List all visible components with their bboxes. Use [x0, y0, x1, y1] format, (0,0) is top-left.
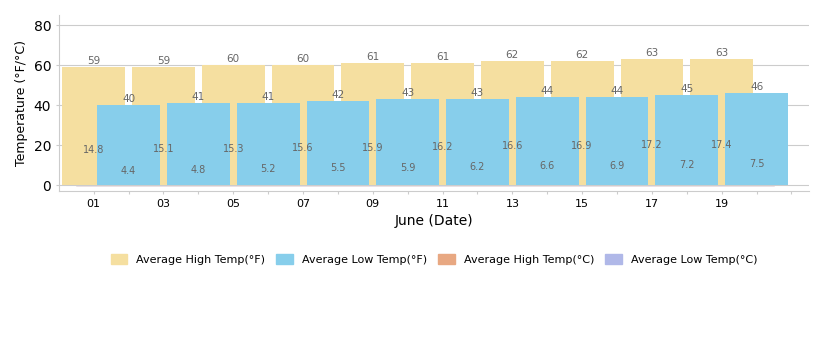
Bar	[202, 65, 265, 185]
Text: 14.8: 14.8	[83, 145, 105, 155]
Text: 43: 43	[471, 88, 484, 98]
Bar	[446, 99, 509, 185]
Text: 4.8: 4.8	[191, 165, 206, 175]
Bar	[306, 101, 369, 185]
Bar	[271, 65, 334, 185]
Text: 16.2: 16.2	[432, 142, 453, 152]
Text: 5.9: 5.9	[400, 163, 415, 173]
Text: 59: 59	[157, 56, 170, 66]
Text: 60: 60	[227, 54, 240, 64]
Bar	[341, 63, 404, 185]
Text: 17.2: 17.2	[641, 140, 662, 150]
Text: 41: 41	[261, 92, 275, 102]
Bar	[586, 97, 648, 185]
Text: 15.3: 15.3	[222, 144, 244, 154]
Text: 5.5: 5.5	[330, 164, 345, 173]
Text: 16.6: 16.6	[501, 141, 523, 151]
Bar	[656, 95, 718, 185]
Text: 62: 62	[505, 50, 519, 60]
Bar	[691, 59, 753, 185]
Bar	[62, 67, 125, 185]
Text: 7.5: 7.5	[749, 160, 764, 169]
Text: 15.9: 15.9	[362, 143, 383, 153]
Text: 44: 44	[610, 86, 623, 96]
Text: 46: 46	[750, 82, 764, 92]
Text: 17.4: 17.4	[711, 140, 732, 150]
Bar	[411, 63, 474, 185]
Bar	[725, 93, 788, 185]
Text: 6.9: 6.9	[609, 161, 625, 171]
Legend: Average High Temp(°F), Average Low Temp(°F), Average High Temp(°C), Average Low : Average High Temp(°F), Average Low Temp(…	[106, 249, 762, 269]
Text: 60: 60	[296, 54, 310, 64]
Y-axis label: Temperature (°F/°C): Temperature (°F/°C)	[15, 40, 28, 166]
Text: 6.2: 6.2	[470, 162, 486, 172]
Text: 40: 40	[122, 94, 135, 104]
Text: 4.4: 4.4	[121, 166, 136, 176]
Text: 42: 42	[331, 90, 344, 100]
Bar	[97, 105, 160, 185]
Text: 43: 43	[401, 88, 414, 98]
Bar	[516, 97, 579, 185]
Bar	[376, 99, 439, 185]
Bar	[481, 61, 544, 185]
Text: 61: 61	[436, 52, 449, 62]
Text: 7.2: 7.2	[679, 160, 695, 170]
Text: 6.6: 6.6	[540, 161, 555, 171]
Text: 61: 61	[366, 52, 379, 62]
Bar	[167, 103, 230, 185]
X-axis label: June (Date): June (Date)	[394, 214, 473, 228]
Text: 63: 63	[715, 48, 728, 58]
Text: 59: 59	[87, 56, 100, 66]
Text: 63: 63	[645, 48, 658, 58]
Text: 15.6: 15.6	[292, 143, 314, 153]
Text: 16.9: 16.9	[571, 141, 593, 151]
Text: 41: 41	[192, 92, 205, 102]
Text: 5.2: 5.2	[261, 164, 276, 174]
Text: 15.1: 15.1	[153, 144, 174, 154]
Text: 45: 45	[680, 84, 693, 94]
Bar	[621, 59, 683, 185]
Bar	[551, 61, 613, 185]
Text: 44: 44	[540, 86, 554, 96]
Bar	[237, 103, 300, 185]
Bar	[132, 67, 195, 185]
Text: 62: 62	[575, 50, 588, 60]
